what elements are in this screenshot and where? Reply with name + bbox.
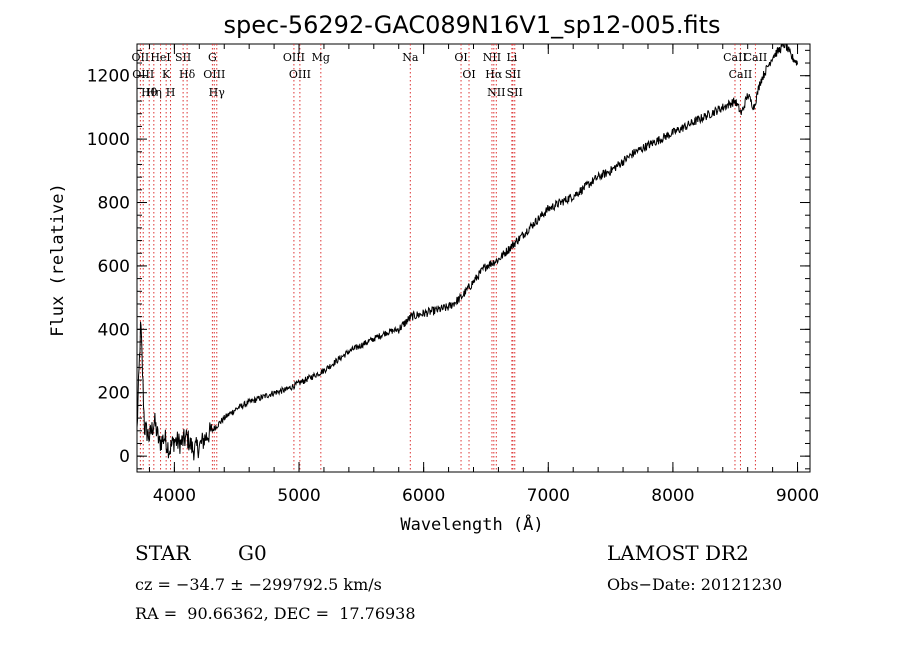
chart-title: spec-56292-GAC089N16V1_sp12-005.fits	[224, 11, 721, 39]
y-tick-label-0: 0	[119, 447, 130, 467]
x-tick-label-2: 6000	[402, 486, 445, 506]
line-label-15: Na	[402, 51, 419, 64]
line-label-10: Hγ	[209, 86, 226, 99]
line-label-19: Hα	[485, 68, 503, 81]
y-tick-label-4: 800	[98, 194, 130, 214]
spectrum-series-line	[137, 44, 798, 461]
y-axis-label: Flux (relative)	[48, 183, 68, 337]
object-subclass: G0	[238, 541, 267, 565]
y-tick-label-5: 1000	[87, 130, 130, 150]
line-label-14: Mg	[312, 51, 330, 64]
line-label-2: OIII	[132, 68, 154, 81]
line-label-21: SII	[505, 68, 521, 81]
coordinates-text: RA = 90.66362, DEC = 17.76938	[135, 604, 416, 623]
redshift-text: cz = −34.7 ± −299792.5 km/s	[135, 575, 382, 594]
line-label-4: H	[166, 86, 176, 99]
x-tick-label-4: 8000	[651, 486, 694, 506]
line-label-17: OI	[462, 68, 475, 81]
x-tick-label-0: 4000	[153, 486, 196, 506]
line-label-5: Hη	[146, 86, 162, 99]
object-class: STAR	[135, 541, 191, 565]
line-label-12: OIII	[283, 51, 305, 64]
survey-name: LAMOST DR2	[607, 541, 749, 565]
line-label-18: NII	[483, 51, 501, 64]
line-label-22: SII	[507, 86, 523, 99]
line-label-25: CaII	[729, 68, 753, 81]
line-label-7: SII	[175, 51, 191, 64]
line-label-9: OIII	[203, 68, 225, 81]
y-tick-label-2: 400	[98, 320, 130, 340]
y-tick-label-6: 1200	[87, 67, 130, 87]
line-label-3: K	[162, 68, 171, 81]
line-label-13: OIII	[289, 68, 311, 81]
line-label-8: Hδ	[179, 68, 196, 81]
line-label-26: CaII	[744, 51, 768, 64]
y-tick-label-1: 200	[98, 384, 130, 404]
line-label-23: Li	[506, 51, 517, 64]
x-tick-label-1: 5000	[277, 486, 320, 506]
line-label-20: NII	[487, 86, 505, 99]
line-label-0: Hθ	[141, 86, 158, 99]
line-label-16: OI	[454, 51, 467, 64]
obs-date-text: Obs−Date: 20121230	[607, 575, 783, 594]
x-axis-label: Wavelength (Å)	[400, 513, 543, 535]
line-label-24: CaII	[723, 51, 747, 64]
line-label-11: G	[208, 51, 217, 64]
x-tick-label-3: 7000	[527, 486, 570, 506]
x-tick-label-5: 9000	[776, 486, 819, 506]
y-tick-label-3: 600	[98, 257, 130, 277]
line-label-1: OII	[132, 51, 150, 64]
line-label-6: HeI	[150, 51, 170, 64]
